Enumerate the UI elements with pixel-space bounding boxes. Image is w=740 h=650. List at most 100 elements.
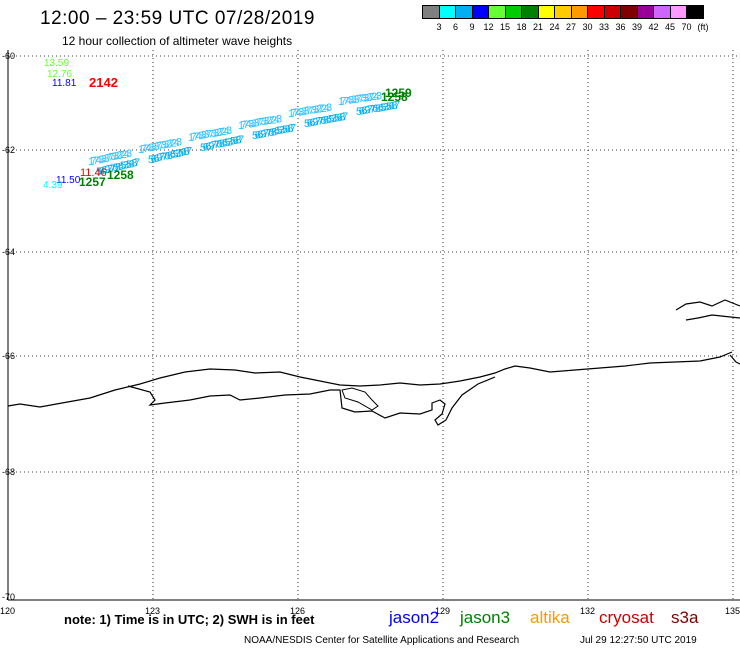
colorbar-label: 6	[452, 22, 459, 32]
track-value-label: 6	[326, 114, 332, 126]
track-value-label: 7	[256, 117, 262, 129]
track-value-label: 3	[248, 118, 254, 130]
track-value-label: 7	[208, 128, 214, 140]
track-value-label: 7	[141, 144, 147, 156]
colorbar-label: 30	[582, 22, 593, 32]
track-value-label: 9	[260, 128, 266, 140]
track-value-label: 5	[172, 149, 178, 161]
footer-note: note: 1) Time is in UTC; 2) SWH is in fe…	[64, 612, 315, 627]
colorbar-swatch	[686, 5, 704, 19]
track-value-label: 3	[313, 104, 319, 116]
track-value-label: 9	[312, 117, 318, 129]
wave-height-annotation: 4.39	[43, 180, 63, 191]
colorbar-label: 27	[565, 22, 577, 32]
track-value-label: 7	[91, 156, 97, 168]
track-value-label: 9	[156, 152, 162, 164]
graticule	[8, 50, 740, 600]
longitude-tick-label: 135	[725, 606, 740, 616]
wave-height-colorbar	[422, 5, 704, 19]
track-value-label: 6	[378, 102, 384, 114]
wave-height-annotation: 1258	[381, 90, 408, 104]
track-value-label: 2	[121, 149, 127, 161]
track-value-label: 6	[309, 117, 315, 129]
track-value-label: 5	[304, 118, 310, 130]
track-value-label: 4	[146, 143, 152, 155]
track-value-label: 6	[320, 115, 326, 127]
satellite-name-altika: altika	[530, 608, 570, 627]
colorbar-label: 45	[664, 22, 676, 32]
track-value-label: 3	[153, 141, 159, 153]
peninsula-outline	[341, 387, 379, 411]
colorbar-label: 15	[499, 22, 511, 32]
track-value-label: 7	[238, 134, 244, 146]
track-value-label: 7	[341, 96, 347, 108]
track-value-label: 5	[386, 101, 392, 113]
track-value-label: 7	[343, 95, 349, 107]
track-value-label: 2	[216, 127, 222, 139]
track-value-label: 7	[93, 155, 99, 167]
colorbar-labels: 3 6 9 12 15 18 21 24 27 30 33 36 39 42 45 70 (ft)	[422, 22, 740, 34]
track-value-label: 3	[279, 125, 285, 137]
track-value-label: 5	[230, 136, 236, 148]
track-value-label: 9	[104, 164, 110, 176]
track-value-label: 3	[376, 91, 382, 103]
track-value-label: 5	[120, 160, 126, 172]
generated-timestamp: Jul 29 12:27:50 UTC 2019	[580, 635, 697, 646]
colorbar-label: 12	[483, 22, 494, 32]
track-value-label: 4	[296, 107, 302, 119]
track-value-label: 6	[337, 112, 343, 124]
track-value-label: 4	[224, 126, 230, 138]
track-value-label: 7	[306, 105, 312, 117]
track-value-label: 3	[276, 114, 282, 126]
track-value-label: 3	[113, 151, 119, 163]
track-value-label: 5	[96, 166, 102, 178]
track-value-label: 3	[353, 94, 359, 106]
track-value-label: 3	[326, 102, 332, 114]
track-value-label: 3	[348, 95, 354, 107]
track-value-label: 6	[129, 158, 135, 170]
track-value-label: 7	[368, 92, 374, 104]
track-value-label: 3	[226, 125, 232, 137]
track-value-label: 7	[156, 141, 162, 153]
track-value-label: 8	[131, 158, 137, 170]
track-value-label: 3	[363, 92, 369, 104]
track-value-label: 6	[274, 126, 280, 138]
track-value-label: 3	[263, 116, 269, 128]
track-value-label: 6	[307, 118, 313, 130]
track-value-label: 9	[364, 105, 370, 117]
latitude-tick-label: -64	[2, 247, 15, 257]
satellite-name-jason3: jason3	[460, 608, 511, 627]
track-value-label: 7	[342, 111, 348, 123]
track-value-label: 5	[224, 137, 230, 149]
track-value-label: 7	[315, 116, 321, 128]
satellite-name-jason2: jason2	[389, 608, 440, 627]
track-value-label: 7	[143, 143, 149, 155]
longitude-tick-label: 120	[0, 606, 15, 616]
longitude-tick-label: 123	[145, 606, 160, 616]
track-value-label: 7	[358, 93, 364, 105]
track-value-label: 4	[124, 149, 130, 161]
track-value-label: 3	[103, 153, 109, 165]
track-value-label: 2	[271, 114, 277, 126]
track-value-label: 7	[206, 129, 212, 141]
longitude-tick-label: 126	[290, 606, 305, 616]
track-value-label: 7	[290, 123, 296, 135]
track-value-label: 3	[227, 136, 233, 148]
colorbar-label: 3	[436, 22, 442, 32]
track-value-label: 5	[334, 113, 340, 125]
track-value-label: 7	[266, 127, 272, 139]
track-value-label: 2	[266, 115, 272, 127]
track-value-label: 4	[174, 137, 180, 149]
track-value-label: 1	[88, 156, 94, 168]
track-value-label: 6	[118, 161, 124, 173]
colorbar-label: 21	[532, 22, 544, 32]
track-value-label: 8	[287, 123, 293, 135]
track-value-label: 3	[351, 94, 357, 106]
track-value-label: 5	[356, 106, 362, 118]
track-value-label: 1	[238, 120, 244, 132]
track-value-label: 3	[303, 106, 309, 118]
latitude-tick-label: -66	[2, 351, 15, 361]
track-value-label: 6	[203, 141, 209, 153]
track-value-label: 3	[331, 113, 337, 125]
track-value-label: 6	[101, 165, 107, 177]
